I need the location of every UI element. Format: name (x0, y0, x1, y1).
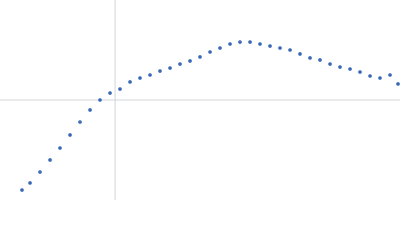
data-point (348, 67, 352, 71)
data-point (158, 69, 162, 73)
data-point (396, 82, 400, 86)
data-point (118, 87, 122, 91)
data-point (248, 40, 252, 44)
data-point (208, 50, 212, 54)
data-point (388, 73, 392, 77)
data-point (168, 66, 172, 70)
data-point (218, 46, 222, 50)
data-point (128, 80, 132, 84)
data-point (178, 62, 182, 66)
data-point (68, 133, 72, 137)
data-point (258, 42, 262, 46)
data-point (318, 58, 322, 62)
chart (0, 0, 400, 200)
data-point (48, 158, 52, 162)
data-point (108, 91, 112, 95)
data-point (148, 73, 152, 77)
data-point (98, 98, 102, 102)
data-point (58, 146, 62, 150)
data-point (288, 48, 292, 52)
data-point (78, 120, 82, 124)
data-point (198, 55, 202, 59)
data-point (228, 42, 232, 46)
data-point (358, 70, 362, 74)
data-point (188, 59, 192, 63)
data-point (20, 188, 24, 192)
data-point (298, 52, 302, 56)
data-point (308, 56, 312, 60)
data-point (278, 46, 282, 50)
data-point (268, 44, 272, 48)
data-point (88, 108, 92, 112)
data-point (378, 76, 382, 80)
data-point (138, 76, 142, 80)
data-point (28, 181, 32, 185)
data-point (338, 65, 342, 69)
data-point (328, 62, 332, 66)
data-point (38, 170, 42, 174)
data-point (238, 40, 242, 44)
data-point (368, 74, 372, 78)
